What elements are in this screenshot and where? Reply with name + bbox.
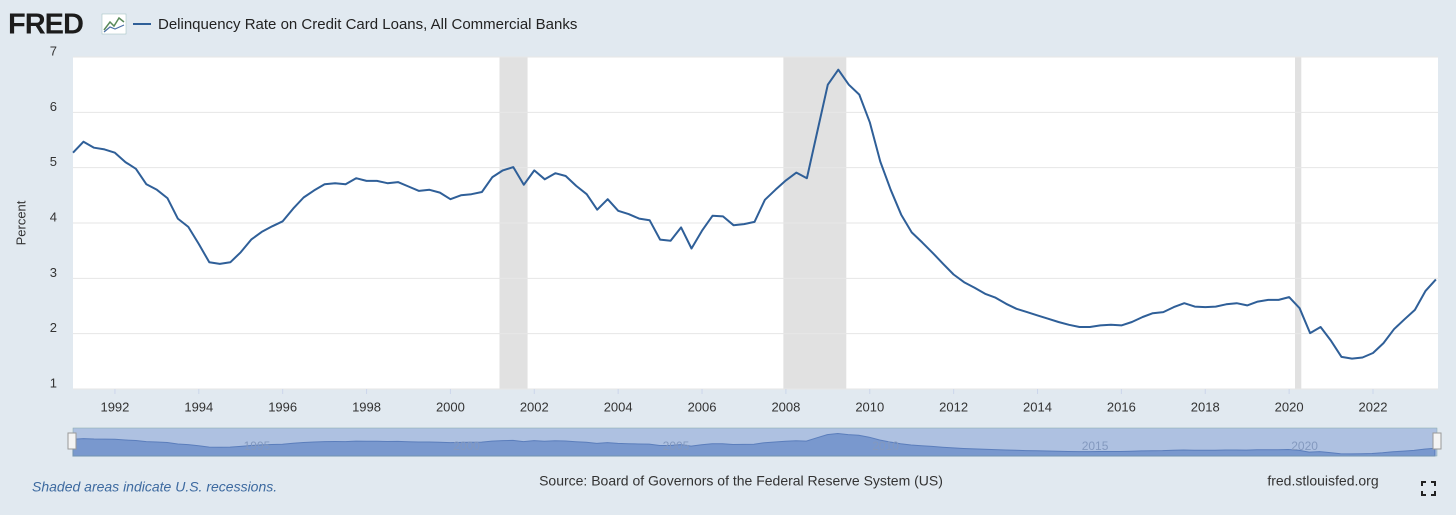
x-tick-label: 2018 xyxy=(1191,399,1220,414)
navigator-tick-label: 2015 xyxy=(1082,439,1109,453)
navigator-tick-label: 2005 xyxy=(663,439,690,453)
x-tick-label: 2006 xyxy=(688,399,717,414)
x-tick-label: 2012 xyxy=(939,399,968,414)
x-tick-label: 2016 xyxy=(1107,399,1136,414)
y-tick-label: 3 xyxy=(50,265,57,280)
x-tick-label: 2020 xyxy=(1275,399,1304,414)
recession-note: Shaded areas indicate U.S. recessions. xyxy=(32,479,277,495)
navigator-area xyxy=(72,432,1436,457)
x-tick-label: 2004 xyxy=(604,399,633,414)
logo-icon xyxy=(101,13,127,35)
navigator-tick-label: 2010 xyxy=(872,439,899,453)
navigator-tick-label: 2020 xyxy=(1291,439,1318,453)
y-tick-label: 4 xyxy=(50,209,57,224)
logo: FRED xyxy=(8,9,83,41)
x-tick-label: 2022 xyxy=(1359,399,1388,414)
x-tick-label: 1994 xyxy=(184,399,213,414)
x-tick-label: 2000 xyxy=(436,399,465,414)
x-tick-label: 2002 xyxy=(520,399,549,414)
x-tick-label: 1998 xyxy=(352,399,381,414)
x-tick-label: 2008 xyxy=(771,399,800,414)
series-line xyxy=(72,68,1437,360)
y-tick-label: 2 xyxy=(50,320,57,335)
y-tick-label: 6 xyxy=(50,99,57,114)
y-tick-label: 5 xyxy=(50,154,57,169)
navigator-tick-label: 1995 xyxy=(244,439,271,453)
navigator-handle-left[interactable] xyxy=(67,432,77,450)
x-tick-label: 1992 xyxy=(100,399,129,414)
y-tick-label: 7 xyxy=(50,43,57,58)
y-tick-label: 1 xyxy=(50,375,57,390)
navigator-selection[interactable] xyxy=(72,427,1438,457)
source: Source: Board of Governors of the Federa… xyxy=(539,473,943,489)
x-tick-label: 1996 xyxy=(268,399,297,414)
x-tick-label: 2010 xyxy=(855,399,884,414)
navigator-tick-label: 2000 xyxy=(453,439,480,453)
y-axis-label: Percent xyxy=(13,200,28,245)
x-tick-label: 2014 xyxy=(1023,399,1052,414)
legend-label: Delinquency Rate on Credit Card Loans, A… xyxy=(158,16,577,33)
navigator-handle-right[interactable] xyxy=(1432,432,1442,450)
fullscreen-icon[interactable] xyxy=(1421,481,1436,496)
site-link[interactable]: fred.stlouisfed.org xyxy=(1267,473,1378,489)
